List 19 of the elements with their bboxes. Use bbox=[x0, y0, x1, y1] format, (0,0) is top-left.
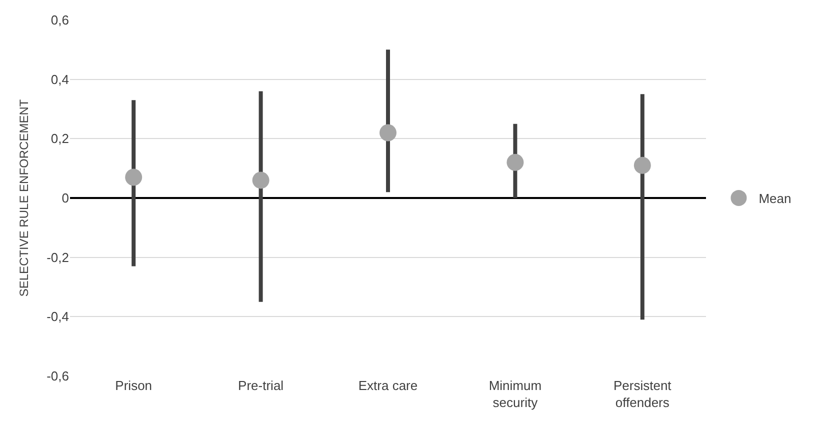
y-tick-label: 0 bbox=[62, 190, 69, 206]
point bbox=[506, 154, 524, 171]
point bbox=[125, 168, 142, 186]
x-tick-label: Persistent offenders bbox=[613, 378, 672, 410]
x-tick-label: Extra care bbox=[358, 378, 418, 393]
y-tick-label: -0,4 bbox=[46, 309, 69, 324]
point bbox=[380, 124, 396, 142]
y-tick-label: -0,6 bbox=[46, 368, 69, 384]
x-tick-label: Pre-trial bbox=[238, 378, 284, 393]
y-tick-label: -0,2 bbox=[46, 250, 69, 265]
x-tick-label: Prison bbox=[115, 378, 152, 393]
y-tick-label: 0,6 bbox=[50, 12, 69, 28]
y-axis-title: SELECTIVE RULE ENFORCEMENT bbox=[16, 98, 31, 297]
x-tick-label: Minimum security bbox=[488, 378, 542, 410]
point bbox=[252, 172, 270, 189]
y-tick-label: 0,4 bbox=[50, 72, 69, 87]
point bbox=[634, 156, 651, 174]
legend-label: Mean bbox=[758, 191, 792, 206]
y-tick-label: 0,2 bbox=[50, 131, 69, 146]
